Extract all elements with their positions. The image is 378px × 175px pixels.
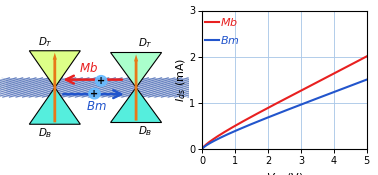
Text: $Bm$: $Bm$ bbox=[220, 34, 240, 46]
Circle shape bbox=[89, 88, 100, 99]
X-axis label: $V_{ds}$ (V): $V_{ds}$ (V) bbox=[265, 171, 304, 175]
Text: +: + bbox=[97, 76, 105, 86]
Polygon shape bbox=[29, 88, 80, 124]
Y-axis label: $I_{ds}$ (mA): $I_{ds}$ (mA) bbox=[174, 57, 187, 102]
Circle shape bbox=[95, 76, 107, 86]
Text: $D_B$: $D_B$ bbox=[138, 125, 153, 138]
Text: $D_B$: $D_B$ bbox=[38, 126, 53, 140]
Text: $D_T$: $D_T$ bbox=[138, 37, 153, 50]
Text: +: + bbox=[90, 89, 99, 99]
Text: $Bm$: $Bm$ bbox=[86, 100, 107, 113]
Polygon shape bbox=[111, 52, 162, 88]
Polygon shape bbox=[29, 51, 80, 88]
FancyBboxPatch shape bbox=[6, 78, 183, 97]
Polygon shape bbox=[111, 88, 162, 122]
Text: $Mb$: $Mb$ bbox=[79, 61, 98, 75]
Text: $Mb$: $Mb$ bbox=[220, 16, 239, 27]
Text: $D_T$: $D_T$ bbox=[38, 35, 53, 49]
